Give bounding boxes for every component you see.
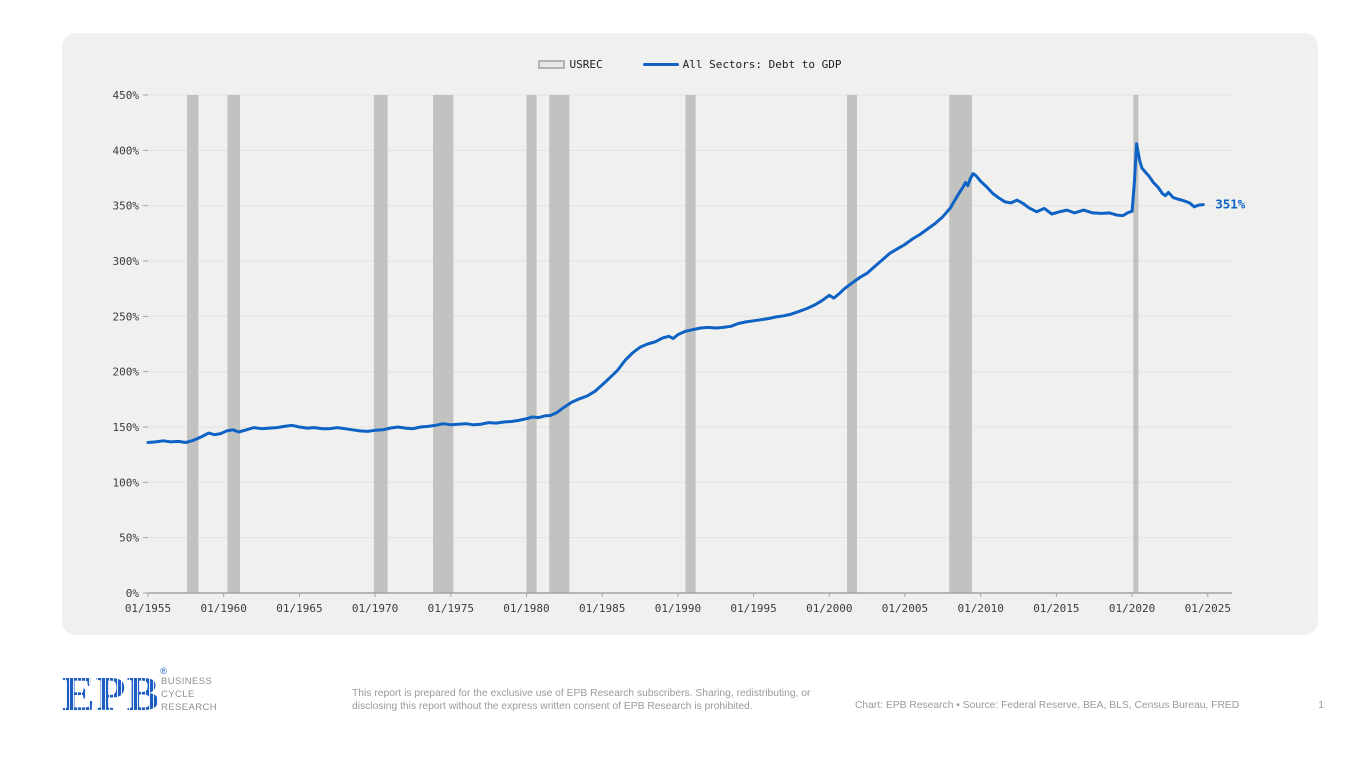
recession-band-5 — [549, 95, 570, 593]
ytick-label-250: 250% — [113, 310, 140, 323]
recession-band-2 — [373, 95, 388, 593]
series-line-swatch-icon — [642, 63, 679, 66]
series-legend-label: All Sectors: Debt to GDP — [682, 58, 842, 71]
page-number: 1 — [1318, 700, 1324, 711]
xtick-label-1975: 01/1975 — [428, 602, 474, 615]
legend-item-usrec: USREC — [538, 58, 603, 71]
debt-to-gdp-chart: 0% 50% 100% 150% 200% 250% 300% 350% 400% 450% 01/… — [113, 89, 1246, 615]
xtick-label-2025: 01/2025 — [1185, 602, 1231, 615]
recession-band-9 — [1133, 95, 1139, 593]
xtick-label-1970: 01/1970 — [352, 602, 398, 615]
epb-logo-text: EPB — [62, 666, 161, 721]
ytick-label-50: 50% — [119, 532, 139, 545]
recession-band-1 — [227, 95, 241, 593]
xtick-label-1995: 01/1995 — [730, 602, 776, 615]
disclaimer-text: This report is prepared for the exclusiv… — [352, 688, 811, 713]
registered-trademark-icon: ® — [160, 666, 167, 676]
recession-band-0 — [187, 95, 199, 593]
chart-panel: 0% 50% 100% 150% 200% 250% 300% 350% 400% 450% 01/… — [62, 33, 1318, 635]
ytick-label-200: 200% — [113, 366, 140, 379]
org-line-business: BUSINESS — [161, 676, 213, 687]
xtick-label-2005: 01/2005 — [882, 602, 928, 615]
recession-band-6 — [685, 95, 696, 593]
ytick-label-350: 350% — [113, 200, 140, 213]
xtick-label-1960: 01/1960 — [201, 602, 247, 615]
ytick-label-400: 400% — [113, 144, 140, 157]
recession-band-3 — [433, 95, 454, 593]
epb-logo: EPB® — [62, 666, 167, 721]
ytick-label-100: 100% — [113, 476, 140, 489]
debt-to-gdp-line — [146, 142, 1205, 444]
org-line-research: RESEARCH — [161, 701, 217, 713]
org-name: BUSINESS CYCLE RESEARCH — [161, 676, 217, 714]
chart-legend: USREC All Sectors: Debt to GDP — [62, 58, 1318, 71]
recession-band-8 — [949, 95, 972, 593]
ytick-label-150: 150% — [113, 421, 140, 434]
xtick-label-1990: 01/1990 — [655, 602, 701, 615]
legend-item-series: All Sectors: Debt to GDP — [642, 58, 842, 71]
xtick-label-2015: 01/2015 — [1033, 602, 1079, 615]
org-line-cycle: CYCLE — [161, 688, 195, 700]
xtick-label-2010: 01/2010 — [958, 602, 1004, 615]
ytick-label-300: 300% — [113, 255, 140, 268]
xtick-label-1955: 01/1955 — [125, 602, 171, 615]
recession-band-4 — [526, 95, 537, 593]
chart-source-credit: Chart: EPB Research • Source: Federal Re… — [855, 700, 1240, 711]
xtick-label-2020: 01/2020 — [1109, 602, 1155, 615]
usrec-band-swatch-icon — [538, 60, 566, 69]
ytick-label-0: 0% — [126, 587, 140, 600]
xtick-label-1985: 01/1985 — [579, 602, 625, 615]
xtick-label-1980: 01/1980 — [503, 602, 549, 615]
end-value-label: 351% — [1215, 197, 1246, 212]
recession-band-7 — [846, 95, 857, 593]
xtick-label-2000: 01/2000 — [806, 602, 852, 615]
usrec-legend-label: USREC — [569, 58, 603, 71]
xtick-label-1965: 01/1965 — [276, 602, 322, 615]
ytick-label-450: 450% — [113, 89, 140, 102]
report-footer: EPB® BUSINESS CYCLE RESEARCH This report… — [0, 655, 1361, 757]
